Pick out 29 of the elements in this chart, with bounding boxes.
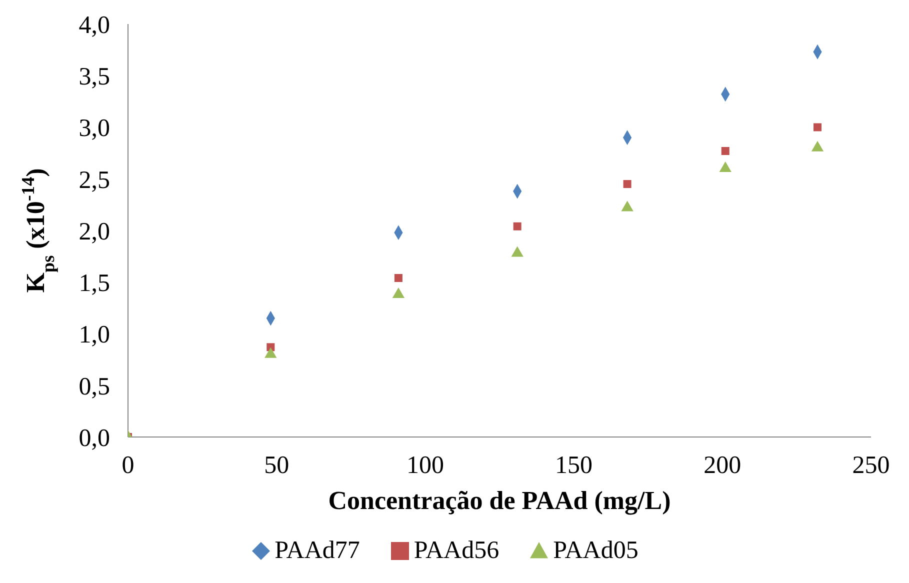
y-tick-label: 3,0 (78, 115, 110, 142)
x-tick-label: 150 (555, 452, 593, 479)
point (621, 200, 634, 212)
x-axis-title: Concentração de PAAd (mg/L) (328, 486, 671, 515)
y-tick-label: 0,5 (78, 373, 110, 400)
x-tick-label: 100 (406, 452, 444, 479)
y-tick-label: 0,0 (78, 424, 110, 452)
point (392, 287, 405, 298)
x-tick-label: 250 (852, 452, 890, 479)
point (264, 347, 277, 358)
x-tick-label: 200 (704, 452, 742, 479)
y-tick-label: 1,5 (78, 270, 110, 297)
point (721, 146, 730, 155)
legend-label: PAAd05 (553, 537, 638, 565)
point (719, 162, 732, 172)
point (394, 274, 402, 282)
point (511, 246, 524, 257)
x-tick-label: 50 (264, 452, 290, 479)
point (814, 123, 822, 132)
y-tick-label: 1,0 (78, 322, 110, 349)
point (623, 180, 632, 188)
y-tick-label: 2,5 (78, 166, 110, 194)
legend-label: PAAd56 (414, 537, 500, 565)
y-tick-label: 3,5 (78, 64, 110, 90)
y-tick-label: 4,0 (78, 12, 110, 39)
y-tick-label: 2,0 (78, 218, 110, 246)
legend-label: PAAd77 (274, 537, 360, 565)
x-tick-label: 0 (122, 452, 134, 479)
point (513, 222, 522, 230)
